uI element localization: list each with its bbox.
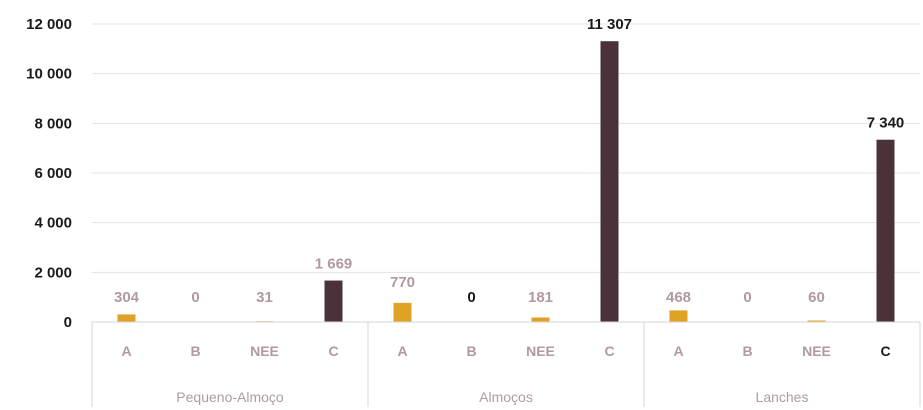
y-tick-label: 2 000 bbox=[34, 264, 72, 281]
bars bbox=[117, 41, 895, 323]
y-tick-label: 10 000 bbox=[26, 66, 72, 83]
x-category-label: B bbox=[742, 343, 752, 359]
x-category-label: C bbox=[604, 343, 614, 359]
y-tick-label: 4 000 bbox=[34, 215, 72, 232]
y-tick-label: 6 000 bbox=[34, 165, 72, 182]
data-label: 7 340 bbox=[867, 115, 905, 132]
bar-lanches-a bbox=[669, 310, 688, 322]
data-label: 0 bbox=[743, 289, 751, 306]
data-label: 304 bbox=[114, 289, 140, 306]
x-category-label: C bbox=[880, 343, 890, 359]
x-category-label: NEE bbox=[250, 343, 279, 359]
x-category-label: A bbox=[121, 343, 131, 359]
x-group-label: Lanches bbox=[756, 389, 809, 405]
data-label: 11 307 bbox=[587, 16, 632, 33]
data-label: 1 669 bbox=[315, 256, 353, 273]
y-tick-label: 8 000 bbox=[34, 115, 72, 132]
x-category-label: NEE bbox=[526, 343, 555, 359]
x-group-label: Pequeno-Almoço bbox=[176, 389, 284, 405]
y-tick-label: 0 bbox=[64, 314, 72, 331]
grid-lines bbox=[92, 23, 920, 273]
y-axis: 0 2 000 4 000 6 000 8 000 10 000 12 000 bbox=[26, 16, 72, 331]
x-category-label: B bbox=[466, 343, 476, 359]
data-label: 31 bbox=[256, 289, 273, 306]
x-group-label: Almoços bbox=[479, 389, 533, 405]
y-tick-label: 12 000 bbox=[26, 16, 72, 33]
data-label: 0 bbox=[467, 289, 475, 306]
x-category-label: A bbox=[673, 343, 683, 359]
data-label: 468 bbox=[666, 289, 691, 306]
x-category-label: NEE bbox=[802, 343, 831, 359]
bar-almo-os-nee bbox=[531, 317, 550, 322]
bar-almo-os-c bbox=[600, 41, 619, 322]
x-category-label: C bbox=[328, 343, 338, 359]
x-category-label: A bbox=[397, 343, 407, 359]
bar-pequeno-almo-o-c bbox=[324, 280, 343, 322]
data-labels: 304 0 31 1 669 770 0 181 11 307 468 0 60 7 340 bbox=[114, 16, 904, 306]
data-label: 0 bbox=[191, 289, 199, 306]
data-label: 181 bbox=[528, 289, 553, 306]
data-label: 770 bbox=[390, 274, 415, 291]
x-category-label: B bbox=[190, 343, 200, 359]
bar-lanches-nee bbox=[807, 320, 826, 322]
data-label: 60 bbox=[808, 289, 825, 306]
bar-pequeno-almo-o-a bbox=[117, 314, 136, 322]
bar-lanches-c bbox=[876, 139, 895, 322]
x-axis: A B NEE C Pequeno-Almoço A B NEE C Almoços A B NEE C L… bbox=[91, 321, 921, 407]
bar-almo-os-a bbox=[393, 302, 412, 322]
